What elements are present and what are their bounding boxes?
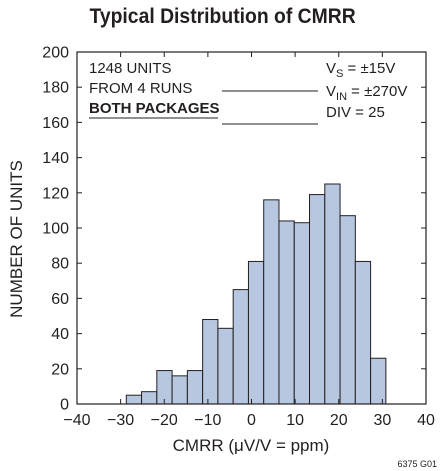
axes-group: 0 20 40 60 80 100 120 140 160 180 200 −40 −30 −20 −10 0… [42,45,435,430]
y-tick-label: 200 [42,45,69,62]
histogram-bar [354,260,372,405]
annotation-left-line: BOTH PACKAGES [89,100,220,117]
x-axis-label: CMRR (μV/V = ppm) [173,436,330,455]
histogram-bar [156,370,173,405]
annotation-left-line: 1248 UNITS [89,60,172,77]
x-tick-label: −10 [194,412,221,429]
histogram-bar [324,183,341,405]
y-tick-label: 160 [42,115,69,132]
y-tick-label: 80 [51,256,69,273]
figure-code: 6375 G01 [397,459,437,469]
x-tick-label: 0 [247,412,256,429]
bars-group [125,183,387,405]
x-tick-label: 30 [373,412,391,429]
y-axis-label: NUMBER OF UNITS [7,160,26,318]
x-tick-label: 20 [330,412,348,429]
annotation-right-line: VIN = ±270V [326,83,407,103]
histogram-bar [217,327,234,405]
histogram-bar [309,194,326,405]
y-tick-label: 100 [42,221,69,238]
histogram-bar [278,220,295,405]
y-tick-label: 60 [51,291,69,308]
y-tick-label: 40 [51,326,69,343]
chart-title: Typical Distribution of CMRR [89,4,356,28]
histogram-bar [171,375,188,405]
y-tick-label: 20 [51,361,69,378]
annotation-left-line: FROM 4 RUNS [89,80,192,97]
histogram-bar [232,289,249,405]
annotation-right-line: VS = ±15V [326,60,395,80]
x-tick-label: −40 [63,412,90,429]
histogram-bar [293,222,311,405]
histogram-bar [125,394,143,405]
histogram-bar [263,199,280,405]
y-tick-label: 120 [42,185,69,202]
x-tick-label: −20 [151,412,178,429]
histogram-bar [141,391,158,405]
histogram-bar [370,357,387,405]
annotation-right-line: DIV = 25 [326,104,385,121]
histogram-bar [186,370,204,405]
y-tick-label: 140 [42,150,69,167]
annotations-group: 1248 UNITS FROM 4 RUNS BOTH PACKAGES VS = ±… [89,60,407,125]
histogram-bar [247,260,265,405]
x-tick-label: 10 [286,412,304,429]
y-tick-label: 180 [42,80,69,97]
y-tick-label: 0 [60,397,69,414]
x-tick-label: −30 [107,412,134,429]
histogram-bar [339,215,356,405]
x-tick-label: 40 [417,412,435,429]
histogram-bar [202,319,219,405]
